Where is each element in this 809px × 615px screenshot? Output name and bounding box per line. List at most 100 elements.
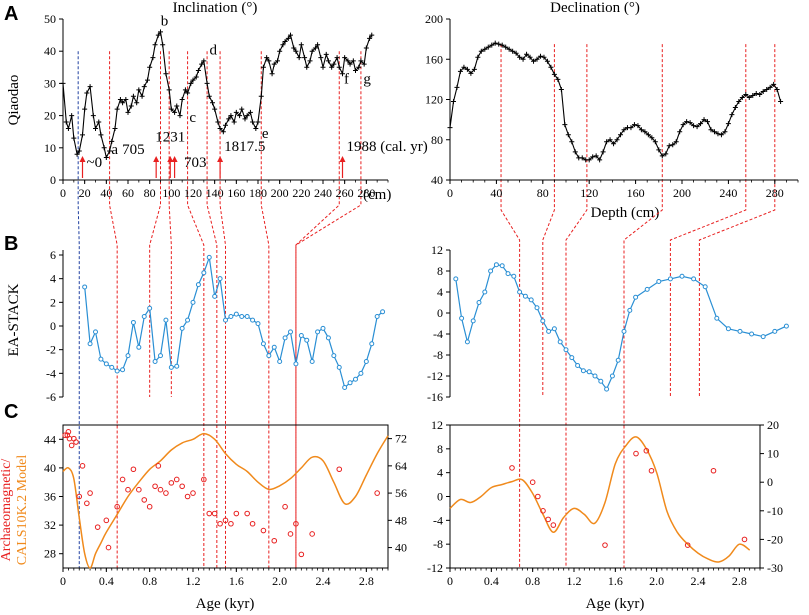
b-dec-point [505, 271, 511, 277]
a-inc-ytick-label: 30 [44, 76, 56, 90]
b-dec-point [470, 318, 476, 324]
a-dec-point [757, 91, 763, 97]
c-dec-archaeo-point [710, 467, 717, 474]
age-label: 1817.5 [224, 139, 265, 155]
b-inc-point [309, 359, 315, 364]
a-dec-point [670, 142, 676, 148]
a-inc-point [244, 113, 250, 119]
tie-line-declination [542, 44, 555, 397]
b-inc-point [82, 284, 88, 290]
c-dec-xtick-label: 0 [447, 574, 453, 588]
b-inc-point [358, 370, 364, 376]
c-inc-archaeo-point [287, 531, 294, 537]
a-inc-point [60, 80, 66, 86]
c-dec-xtick-label: 1.6 [608, 574, 623, 588]
a-inc-point [369, 32, 375, 38]
b-dec-ytick-label: 0 [437, 306, 443, 320]
c-dec-xtick-label: 0.8 [525, 574, 540, 588]
a-inc-xtick-label: 180 [249, 186, 267, 200]
tie-line-inclination [295, 51, 340, 568]
c-inc-xtick-label: 1.6 [229, 574, 244, 588]
b-inc-point [271, 344, 277, 350]
a-inc-point [76, 148, 82, 154]
tie-line-inclination [77, 51, 80, 568]
b-inc-point [353, 376, 358, 382]
a-dec-point [722, 129, 728, 135]
b-dec-ytick-label: 4 [437, 285, 443, 299]
a-dec-point [534, 56, 540, 62]
c-inc-archaeo-point [260, 527, 267, 534]
a-inc-point [296, 55, 302, 61]
b-dec-ytick-label: -4 [433, 327, 443, 341]
b-dec-point [476, 300, 482, 305]
c-inc-right-ytick-label: 64 [395, 459, 407, 473]
a-dec-xtick-label: 40 [490, 186, 502, 200]
b-inc-point [315, 329, 321, 335]
a-inc-point [98, 132, 104, 138]
b-inc-point [114, 368, 120, 374]
a-dec-point [517, 54, 523, 60]
a-dec-point [739, 94, 745, 100]
age-arrow-head [339, 156, 346, 162]
a-inc-point [87, 84, 93, 90]
c-inc-archaeo-point [271, 537, 278, 544]
point-label-f: f [344, 71, 349, 87]
a-dec-point [656, 147, 662, 153]
a-inc-point [271, 61, 277, 67]
b-inc-point [304, 337, 310, 343]
a-dec-point [736, 99, 742, 105]
b-inc-point [147, 305, 153, 311]
a-inc-point [152, 42, 158, 48]
b-dec-ytick-label: -16 [427, 390, 443, 404]
c-inc-archaeo-point [73, 439, 79, 445]
a-inc-xtick-label: 140 [206, 186, 224, 200]
a-inc-ytick-label: 0 [50, 173, 56, 187]
a-dec-point [691, 123, 697, 129]
c-dec-archaeo-point [529, 479, 536, 486]
a-inc-point [233, 109, 239, 115]
a-inc-point [123, 97, 129, 102]
a-inc-point [174, 103, 180, 109]
a-inc-point [206, 93, 212, 99]
c-inc-xtick-label: 2.0 [272, 574, 287, 588]
b-inc-point [255, 321, 261, 327]
a-inc-point [293, 48, 299, 54]
a-inc-point [215, 119, 221, 125]
a-dec-point [677, 129, 683, 135]
a-inc-point [307, 58, 313, 64]
a-inc-point [320, 64, 326, 70]
a-inc-xtick-label: 220 [292, 186, 310, 200]
a-dec-ytick-label: 160 [425, 52, 443, 66]
b-dec-ytick-label: -12 [427, 369, 443, 383]
a-inc-point [275, 58, 280, 64]
a-dec-xtick-label: 200 [673, 186, 691, 200]
a-dec-point [503, 44, 509, 50]
b-dec-point [656, 279, 662, 284]
b-dec-point [522, 293, 528, 299]
c-dec-archaeo-point [540, 508, 546, 514]
c-inc-archaeo-point [336, 466, 343, 473]
a-inc-point [353, 68, 358, 74]
a-inc-point [250, 119, 256, 125]
a-dec-point [649, 135, 655, 141]
b-inc-point [298, 332, 304, 338]
a-inc-point [65, 125, 71, 131]
b-dec-point [621, 328, 627, 334]
a-inc-point [266, 58, 272, 64]
a-inc-xtick-label: 80 [144, 186, 156, 200]
tie-line-declination [500, 44, 521, 568]
a-dec-point [482, 46, 488, 52]
a-inc-point [136, 87, 142, 93]
c-dec-archaeo-point [633, 450, 639, 457]
b-dec-point [528, 297, 534, 303]
a-dec-point [604, 139, 610, 145]
c-inc-archaeo-point [217, 520, 223, 527]
a-inc-point [309, 48, 315, 54]
a-dec-point [478, 48, 484, 54]
c-inc-archaeo-point [184, 493, 191, 500]
a-dec-ytick-label: 40 [431, 173, 443, 187]
b-inc-point [223, 317, 228, 323]
a-dec-point [527, 54, 533, 60]
b-inc-ytick-label: -2 [46, 343, 56, 357]
c-inc-archaeo-point [282, 503, 288, 510]
